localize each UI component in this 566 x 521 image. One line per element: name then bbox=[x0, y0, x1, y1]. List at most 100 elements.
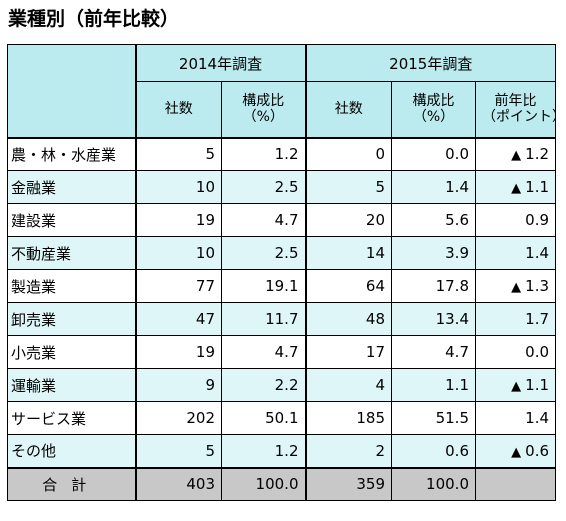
ratio-2014: 19.1 bbox=[221, 269, 306, 303]
companies-2014: 19 bbox=[134, 203, 222, 237]
yoy-cell: 1.7 bbox=[474, 302, 557, 336]
table-row: その他 5 1.2 2 0.6 ▲ 0.6 bbox=[7, 434, 557, 468]
header-ratio-2014-line2: （%） bbox=[242, 109, 284, 126]
companies-2015: 20 bbox=[304, 203, 392, 237]
ratio-2015: 13.4 bbox=[391, 302, 476, 336]
header-yoy-line2: （ポイント） bbox=[482, 109, 555, 126]
ratio-2014: 1.2 bbox=[221, 136, 306, 171]
yoy-cell: 0.0 bbox=[474, 335, 557, 369]
yoy-cell: ▲ 1.3 bbox=[474, 269, 557, 303]
industry-name: 製造業 bbox=[7, 269, 136, 303]
industry-name: 金融業 bbox=[7, 170, 136, 204]
industry-name: 農・林・水産業 bbox=[7, 136, 136, 171]
total-label: 合計 bbox=[7, 466, 136, 501]
yoy-value: 1.1 bbox=[525, 376, 550, 394]
companies-2015: 64 bbox=[304, 269, 392, 303]
ratio-2014: 2.5 bbox=[221, 170, 306, 204]
table-row: 小売業 19 4.7 17 4.7 0.0 bbox=[7, 335, 557, 369]
companies-2015: 2 bbox=[304, 434, 392, 468]
companies-2014: 5 bbox=[134, 434, 222, 468]
header-ratio-2014: 構成比 （%） bbox=[221, 81, 306, 138]
ratio-2014: 4.7 bbox=[221, 203, 306, 237]
header-yoy-line1: 前年比 bbox=[494, 93, 537, 110]
total-companies-2015: 359 bbox=[304, 466, 392, 501]
yoy-value: 0.9 bbox=[525, 211, 550, 229]
table-row: 運輸業 9 2.2 4 1.1 ▲ 1.1 bbox=[7, 368, 557, 402]
header-row-columns: 社数 構成比 （%） 社数 構成比 （%） 前年比 （ポイント） bbox=[8, 81, 557, 138]
ratio-2015: 1.1 bbox=[391, 368, 476, 402]
decrease-triangle-icon: ▲ bbox=[511, 148, 522, 164]
header-2014-survey: 2014年調査 bbox=[134, 44, 306, 82]
yoy-cell: ▲ 0.6 bbox=[474, 434, 557, 468]
table-row: サービス業 202 50.1 185 51.5 1.4 bbox=[7, 401, 557, 435]
ratio-2015: 0.0 bbox=[391, 136, 476, 171]
yoy-value: 1.7 bbox=[525, 310, 550, 328]
total-companies-2014: 403 bbox=[134, 466, 222, 501]
yoy-value: 1.1 bbox=[525, 178, 550, 196]
ratio-2015: 4.7 bbox=[391, 335, 476, 369]
header-companies-2015: 社数 bbox=[304, 81, 392, 138]
ratio-2015: 0.6 bbox=[391, 434, 476, 468]
yoy-value: 1.4 bbox=[525, 409, 550, 427]
yoy-value: 0.6 bbox=[525, 441, 550, 460]
table-row: 建設業 19 4.7 20 5.6 0.9 bbox=[7, 203, 557, 237]
ratio-2015: 5.6 bbox=[391, 203, 476, 237]
ratio-2014: 2.2 bbox=[221, 368, 306, 402]
header-companies-2014: 社数 bbox=[134, 81, 222, 138]
header-industry-cell bbox=[7, 44, 136, 138]
companies-2014: 10 bbox=[134, 170, 222, 204]
industry-name: サービス業 bbox=[7, 401, 136, 435]
companies-2015: 0 bbox=[304, 136, 392, 171]
companies-2014: 47 bbox=[134, 302, 222, 336]
ratio-2014: 1.2 bbox=[221, 434, 306, 468]
decrease-triangle-icon: ▲ bbox=[511, 280, 522, 295]
yoy-value: 1.3 bbox=[525, 277, 550, 295]
table-row: 不動産業 10 2.5 14 3.9 1.4 bbox=[7, 236, 557, 270]
total-row: 合計 403 100.0 359 100.0 bbox=[7, 466, 557, 501]
table-row: 卸売業 47 11.7 48 13.4 1.7 bbox=[7, 302, 557, 336]
yoy-value: 0.0 bbox=[525, 343, 550, 361]
companies-2015: 48 bbox=[304, 302, 392, 336]
header-ratio-2015-line2: （%） bbox=[412, 109, 455, 126]
industry-name: 運輸業 bbox=[7, 368, 136, 402]
ratio-2014: 50.1 bbox=[221, 401, 306, 435]
table-row: 農・林・水産業 5 1.2 0 0.0 ▲ 1.2 bbox=[7, 136, 557, 171]
header-yoy: 前年比 （ポイント） bbox=[474, 81, 557, 138]
companies-2014: 77 bbox=[134, 269, 222, 303]
industry-name: 不動産業 bbox=[7, 236, 136, 270]
companies-2014: 10 bbox=[134, 236, 222, 270]
industry-table: 2014年調査 2015年調査 社数 構成比 （%） 社数 構成比 （%） 前年… bbox=[7, 44, 557, 501]
ratio-2015: 3.9 bbox=[391, 236, 476, 270]
decrease-triangle-icon: ▲ bbox=[511, 379, 522, 394]
ratio-2014: 4.7 bbox=[221, 335, 306, 369]
companies-2014: 9 bbox=[134, 368, 222, 402]
header-2015-survey: 2015年調査 bbox=[304, 44, 557, 82]
yoy-cell: 1.4 bbox=[474, 236, 557, 270]
table-row: 製造業 77 19.1 64 17.8 ▲ 1.3 bbox=[7, 269, 557, 303]
companies-2015: 5 bbox=[304, 170, 392, 204]
industry-name: 小売業 bbox=[7, 335, 136, 369]
yoy-value: 1.2 bbox=[525, 145, 550, 164]
industry-name: 卸売業 bbox=[7, 302, 136, 336]
companies-2015: 185 bbox=[304, 401, 392, 435]
total-ratio-2014: 100.0 bbox=[221, 466, 306, 501]
table-row: 金融業 10 2.5 5 1.4 ▲ 1.1 bbox=[7, 170, 557, 204]
companies-2015: 17 bbox=[304, 335, 392, 369]
companies-2014: 202 bbox=[134, 401, 222, 435]
ratio-2014: 2.5 bbox=[221, 236, 306, 270]
page-title: 業種別（前年比較） bbox=[8, 8, 180, 30]
industry-name: その他 bbox=[7, 434, 136, 468]
ratio-2014: 11.7 bbox=[221, 302, 306, 336]
yoy-cell: ▲ 1.2 bbox=[474, 136, 557, 171]
ratio-2015: 1.4 bbox=[391, 170, 476, 204]
header-row-years: 2014年調査 2015年調査 bbox=[7, 44, 557, 138]
yoy-cell: 1.4 bbox=[474, 401, 557, 435]
yoy-cell: ▲ 1.1 bbox=[474, 170, 557, 204]
companies-2014: 5 bbox=[134, 136, 222, 171]
header-ratio-2014-line1: 構成比 bbox=[242, 93, 285, 110]
total-yoy bbox=[474, 466, 557, 501]
ratio-2015: 17.8 bbox=[391, 269, 476, 303]
total-ratio-2015: 100.0 bbox=[391, 466, 476, 501]
decrease-triangle-icon: ▲ bbox=[511, 444, 522, 460]
header-ratio-2015: 構成比 （%） bbox=[391, 81, 476, 138]
